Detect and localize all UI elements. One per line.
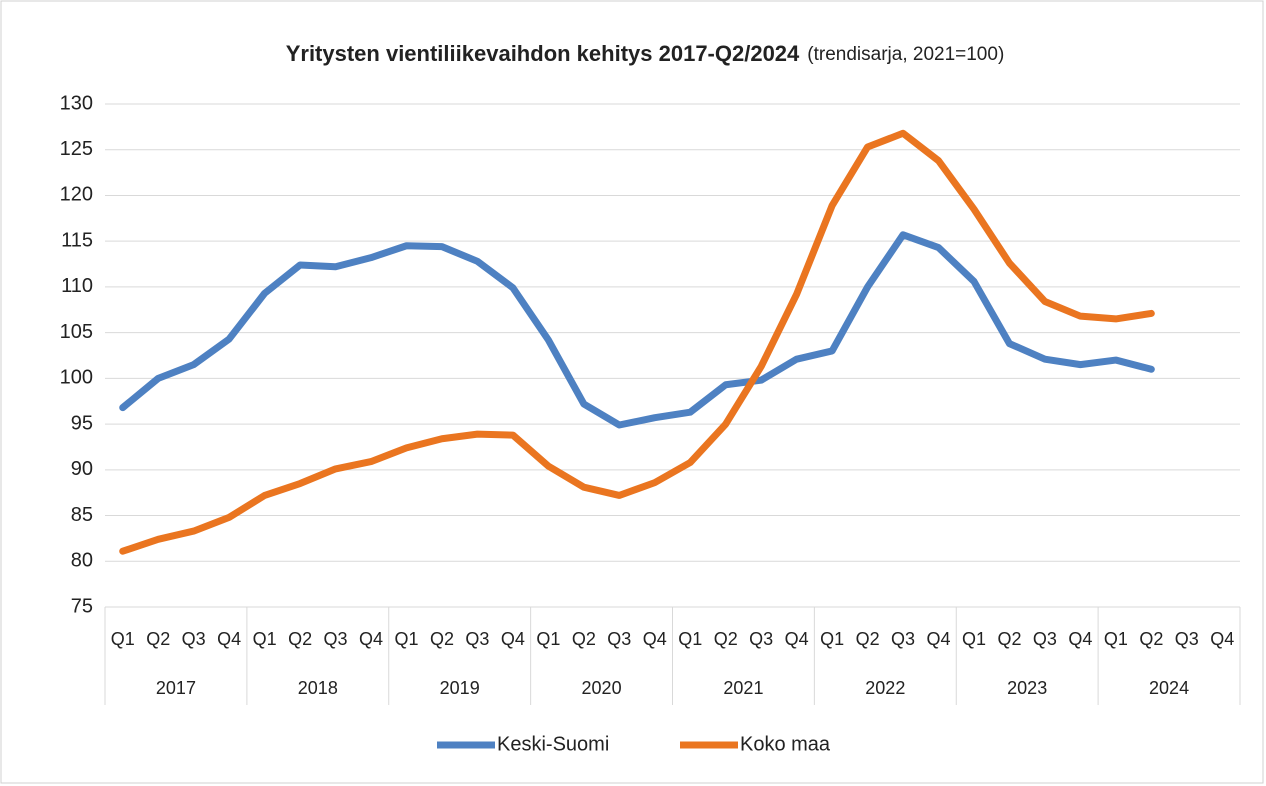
chart-title-text: Yritysten vientiliikevaihdon kehitys 201… [286, 41, 1005, 66]
x-tick-label: Q3 [891, 629, 915, 649]
y-tick-label: 85 [71, 504, 93, 526]
y-tick-label: 125 [60, 138, 93, 160]
x-tick-label: Q1 [111, 629, 135, 649]
x-tick-label: Q2 [997, 629, 1021, 649]
x-tick-label: Q4 [359, 629, 383, 649]
y-tick-label: 115 [61, 229, 93, 251]
x-group-label: 2023 [1007, 678, 1047, 698]
data-line [119, 231, 1155, 429]
x-tick-label: Q1 [394, 629, 418, 649]
x-group-label: 2024 [1149, 678, 1189, 698]
data-line [119, 129, 1155, 555]
y-tick-label: 90 [71, 458, 93, 480]
y-tick-label: 110 [61, 275, 93, 297]
y-tick-label: 130 [60, 92, 93, 114]
x-tick-label: Q3 [1033, 629, 1057, 649]
x-tick-label: Q1 [678, 629, 702, 649]
x-tick-label: Q3 [324, 629, 348, 649]
y-tick-label: 80 [71, 550, 93, 572]
x-tick-label: Q4 [1068, 629, 1092, 649]
y-tick-label: 105 [60, 321, 93, 343]
x-tick-label: Q2 [856, 629, 880, 649]
x-tick-label: Q2 [572, 629, 596, 649]
x-tick-label: Q1 [962, 629, 986, 649]
x-group-label: 2022 [865, 678, 905, 698]
chart-subtitle: (trendisarja, 2021=100) [807, 44, 1004, 65]
x-group-label: 2020 [582, 678, 622, 698]
x-tick-label: Q2 [146, 629, 170, 649]
x-tick-label: Q1 [820, 629, 844, 649]
x-tick-label: Q3 [1175, 629, 1199, 649]
y-tick-label: 75 [71, 595, 93, 617]
legend-label: Koko maa [740, 733, 831, 755]
chart-title: Yritysten vientiliikevaihdon kehitys 201… [286, 41, 800, 66]
x-group-label: 2019 [440, 678, 480, 698]
x-tick-label: Q3 [465, 629, 489, 649]
x-group-label: 2017 [156, 678, 196, 698]
x-tick-label: Q2 [1139, 629, 1163, 649]
x-tick-label: Q2 [430, 629, 454, 649]
x-tick-label: Q1 [536, 629, 560, 649]
x-group-label: 2021 [723, 678, 763, 698]
x-tick-label: Q1 [253, 629, 277, 649]
x-tick-label: Q1 [1104, 629, 1128, 649]
x-tick-label: Q4 [1210, 629, 1234, 649]
x-tick-label: Q4 [217, 629, 241, 649]
x-tick-label: Q3 [749, 629, 773, 649]
x-tick-label: Q2 [288, 629, 312, 649]
y-tick-label: 120 [60, 184, 93, 206]
x-tick-label: Q3 [182, 629, 206, 649]
x-tick-label: Q2 [714, 629, 738, 649]
x-tick-label: Q4 [927, 629, 951, 649]
x-tick-label: Q3 [607, 629, 631, 649]
x-tick-label: Q4 [643, 629, 667, 649]
legend-label: Keski-Suomi [497, 733, 609, 755]
x-tick-label: Q4 [785, 629, 809, 649]
x-group-label: 2018 [298, 678, 338, 698]
y-tick-label: 95 [71, 412, 93, 434]
y-tick-label: 100 [60, 367, 93, 389]
x-tick-label: Q4 [501, 629, 525, 649]
